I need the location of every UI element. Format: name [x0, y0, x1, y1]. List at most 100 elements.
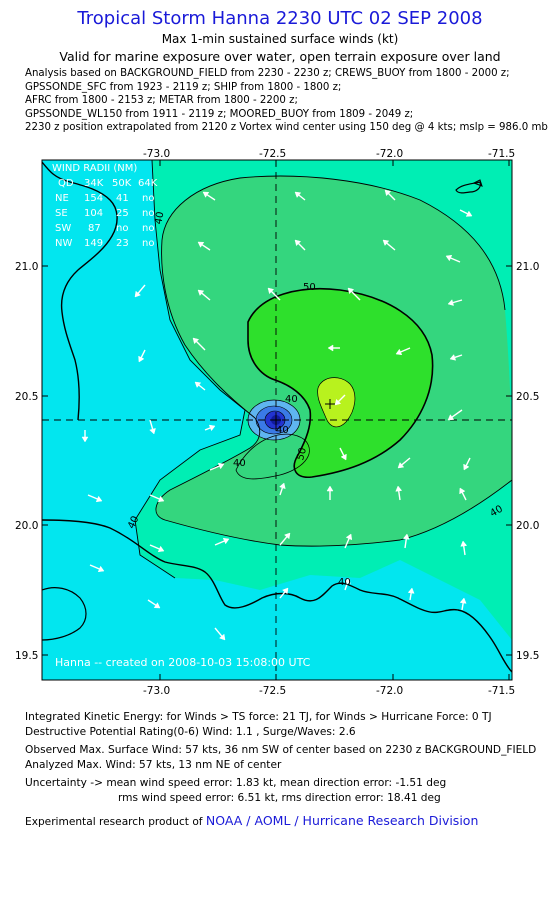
hrd-link[interactable]: NOAA / AOML / Hurricane Research Divisio… [205, 813, 479, 828]
wind-arrow-shaft [214, 540, 225, 546]
wind-arrow-head [267, 287, 275, 295]
contour-label: 40 [338, 577, 351, 588]
wind-arrow-shaft [465, 457, 471, 466]
uncertainty-line-2: rms wind speed error: 6.51 kt, rms direc… [118, 792, 441, 804]
wind-arrow-shaft [459, 209, 468, 215]
contour-label: 40 [285, 394, 298, 405]
lat-tick-label-left: 21.0 [15, 261, 38, 273]
radii-row-se-50: 25 [116, 208, 129, 219]
wind-arrow-head [449, 354, 457, 361]
wind-arrow-shaft [351, 291, 361, 301]
wind-arrow-shaft [149, 419, 154, 430]
wind-arrow-head [222, 537, 230, 545]
page-title: Tropical Storm Hanna 2230 UTC 02 SEP 200… [77, 8, 483, 29]
radii-row-ne-34: 154 [84, 193, 103, 204]
wind-arrow-shaft [338, 394, 346, 402]
analysis-line: AFRC from 1800 - 2153 z; METAR from 1800… [25, 95, 298, 107]
radii-row-ne-50: 41 [116, 193, 129, 204]
radii-header-cell: QD [58, 178, 74, 189]
axis-tick-labels: -73.0 -72.5 -72.0 -71.5 -73.0 -72.5 -72.… [15, 148, 539, 697]
radii-row-nw-34: 149 [84, 238, 103, 249]
radii-header-cell: 50K [112, 178, 132, 189]
wind-arrow-head [344, 577, 351, 585]
subtitle-exposure: Valid for marine exposure over water, op… [59, 49, 501, 64]
lon-tick-label-bottom: -72.5 [259, 685, 286, 697]
wind-arrow-head [134, 290, 142, 298]
lon-tick-label-top: -72.0 [376, 148, 403, 160]
dpr-line: Destructive Potential Rating(0-6) Wind: … [25, 726, 356, 738]
wind-arrow-head [459, 597, 467, 604]
wind-arrow-head [283, 532, 291, 540]
lon-tick-label-bottom: -71.5 [488, 685, 515, 697]
radii-row-sw-qd: SW [55, 223, 71, 234]
wind-arrow-head [218, 633, 226, 641]
subtitle-winds: Max 1-min sustained surface winds (kt) [161, 32, 399, 46]
credit-prefix: Experimental research product of [25, 816, 206, 828]
wind-arrow-shaft [388, 193, 396, 201]
radii-row-nw-qd: NW [55, 238, 72, 249]
wind-arrow-head [397, 461, 405, 469]
wind-arrow-shaft [461, 602, 464, 611]
land-cuba [42, 519, 512, 673]
radii-header-cell: 34K [84, 178, 104, 189]
wind-arrow-shaft [147, 599, 157, 606]
wind-arrow-head [81, 436, 89, 443]
analyzed-max-line: Analyzed Max. Wind: 57 kts, 13 nm NE of … [25, 759, 282, 771]
lon-tick-label-bottom: -72.0 [376, 685, 403, 697]
wind-arrow-shaft [149, 544, 160, 550]
land-inagua [42, 161, 118, 421]
lat-tick-label-right: 21.0 [516, 261, 539, 273]
wind-arrow-shaft [451, 409, 463, 418]
wind-arrow-head [345, 533, 353, 541]
wind-arrow-shaft [452, 299, 463, 304]
radii-row-se-64: no [142, 208, 154, 219]
contour-labels: 50 40 40 50 40 40 40 40 40 [126, 211, 505, 588]
contour-55-line [317, 377, 356, 428]
max-wind-plus [325, 399, 335, 409]
contour-label: 40 [233, 458, 246, 469]
lon-tick-label-top: -73.0 [143, 148, 170, 160]
wind-arrow-head [202, 191, 210, 198]
axis-ticks [42, 160, 512, 680]
wind-arrow-shaft [198, 384, 206, 391]
wind-arrow-head [407, 587, 415, 594]
wind-arrow-shaft [279, 536, 288, 546]
wind-arrow-head [327, 344, 334, 352]
wind-arrow-head [208, 424, 216, 432]
lon-tick-label-bottom: -73.0 [143, 685, 170, 697]
wind-arrow-shaft [386, 242, 396, 251]
analysis-line: GPSSONDE_SFC from 1923 - 2119 z; SHIP fr… [25, 81, 342, 93]
radii-row-se-qd: SE [55, 208, 68, 219]
wind-arrow-shaft [196, 341, 206, 351]
wind-arrow-head [326, 485, 334, 492]
wind-arrow-shaft [137, 284, 146, 294]
wind-arrow-head [157, 545, 165, 553]
radii-row-nw-64: no [142, 238, 154, 249]
contour-label: 40 [153, 211, 166, 225]
radii-row-sw-64: no [142, 223, 154, 234]
wind-arrow-shaft [87, 494, 98, 500]
uncertainty-line-1: Uncertainty -> mean wind speed error: 1.… [25, 777, 447, 789]
wind-arrow-shaft [298, 194, 306, 201]
plot-area: 50 40 40 50 40 40 40 40 40 WIND RADII (N… [42, 160, 512, 680]
wind-arrow-head [217, 462, 225, 470]
lon-tick-label-top: -71.5 [488, 148, 515, 160]
wind-arrow-shaft [400, 347, 411, 353]
wind-vectors [81, 189, 473, 641]
analysis-line: Analysis based on BACKGROUND_FIELD from … [25, 68, 510, 79]
contour-50-line [247, 287, 434, 478]
wind-arrow-shaft [201, 244, 211, 251]
wind-arrow-head [97, 565, 105, 573]
analysis-line: GPSSONDE_WL150 from 1911 - 2119 z; MOORE… [25, 108, 414, 120]
contour-label: 50 [303, 282, 316, 293]
wind-arrow-head [197, 289, 205, 297]
wind-arrow-head [138, 355, 145, 363]
wind-field-map: 50 40 40 50 40 40 40 40 40 WIND RADII (N… [15, 148, 539, 697]
lat-tick-label-left: 19.5 [15, 650, 38, 662]
wind-arrow-head [294, 191, 302, 198]
wind-arrow-shaft [279, 487, 284, 496]
plot-frame [41, 159, 513, 681]
analysis-line: 2230 z position extrapolated from 2120 z… [25, 122, 548, 134]
wind-arrow-shaft [140, 349, 146, 358]
wind-arrow-head [460, 540, 468, 547]
